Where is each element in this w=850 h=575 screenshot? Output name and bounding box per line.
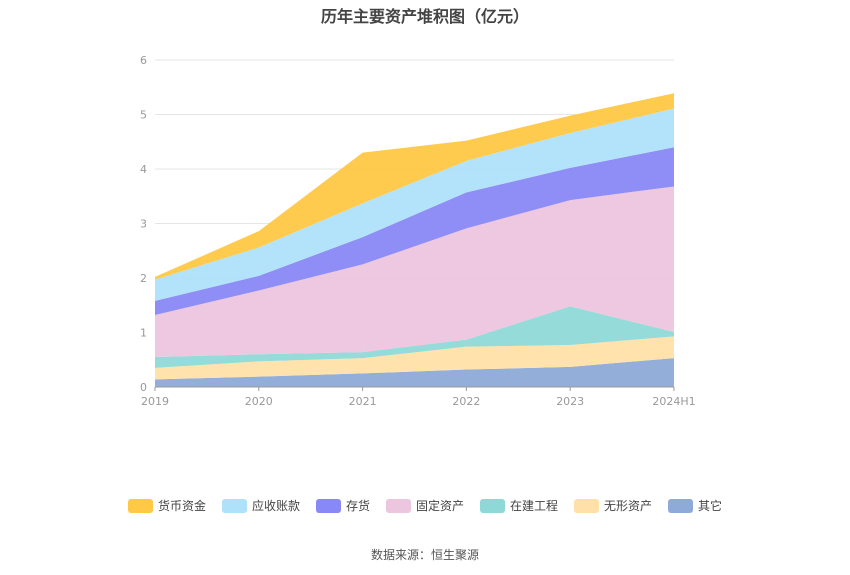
area-series-2	[155, 306, 674, 368]
x-tick-label: 2019	[141, 395, 169, 408]
legend-label: 存货	[345, 499, 370, 513]
y-tick-label: 1	[140, 327, 147, 340]
area-series-1	[155, 336, 674, 380]
legend: 货币资金 应收账款 存货 固定资产 在建工程 无形资产 其它	[0, 497, 850, 514]
legend-label: 其它	[698, 499, 723, 513]
legend-swatch	[480, 498, 505, 513]
y-tick-label: 3	[140, 218, 147, 231]
axis-layer: 0 1 2 3 4 5 6 2019 2020 2021 2022 2023 2024H1	[140, 54, 696, 408]
area-layer	[155, 93, 674, 387]
chart-title: 历年主要资产堆积图（亿元）	[320, 7, 529, 26]
area-series-6	[155, 93, 674, 280]
legend-swatch	[221, 498, 247, 513]
y-tick-label: 5	[140, 109, 147, 122]
source-note: 数据来源：恒生聚源	[370, 548, 479, 562]
y-tick-label: 0	[140, 381, 147, 394]
y-tick-label: 6	[140, 54, 147, 67]
legend-swatch	[574, 498, 600, 513]
legend-swatch	[127, 498, 153, 513]
x-tick-label: 2023	[556, 395, 584, 408]
area-series-3	[155, 186, 674, 358]
area-series-4	[155, 147, 674, 316]
x-tick-label: 2021	[349, 395, 377, 408]
legend-item[interactable]: 应收账款	[221, 497, 300, 514]
y-tick-label: 2	[140, 272, 147, 285]
legend-label: 应收账款	[251, 499, 300, 513]
area-series-5	[155, 108, 674, 301]
legend-label: 货币资金	[157, 499, 206, 513]
legend-swatch	[385, 498, 411, 513]
legend-label: 在建工程	[510, 499, 559, 513]
legend-item[interactable]: 其它	[668, 497, 722, 514]
legend-swatch	[315, 498, 341, 513]
x-tick-label: 2024H1	[652, 395, 695, 408]
legend-item[interactable]: 无形资产	[574, 497, 652, 514]
legend-item[interactable]: 货币资金	[127, 497, 206, 514]
legend-item[interactable]: 在建工程	[480, 497, 558, 514]
x-tick-label: 2020	[245, 395, 273, 408]
legend-label: 固定资产	[415, 499, 464, 513]
legend-item[interactable]: 存货	[315, 497, 370, 514]
legend-swatch	[668, 498, 694, 513]
legend-label: 无形资产	[604, 499, 653, 513]
y-tick-label: 4	[140, 163, 147, 176]
area-series-0	[155, 358, 674, 387]
legend-item[interactable]: 固定资产	[385, 497, 464, 514]
x-tick-label: 2022	[452, 395, 480, 408]
stacked-area-chart: 0 1 2 3 4 5 6 2019 2020 2021 2022 2023 2024H1	[140, 54, 696, 408]
